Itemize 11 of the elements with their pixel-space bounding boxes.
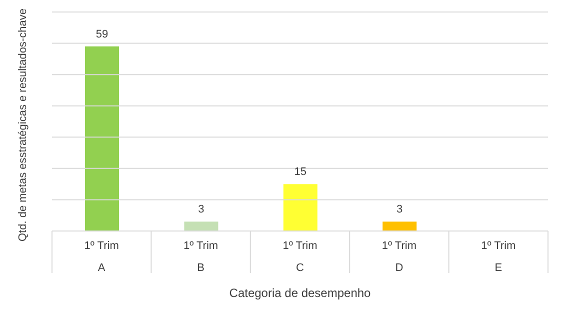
x-tick-label: 1º Trim C <box>282 240 318 274</box>
y-axis-title: Qtd. de metas esstratégicas e resultados-chave <box>16 8 29 242</box>
x-tick-label: 1º Trim A <box>84 240 119 274</box>
x-tick-label: 1º Trim D <box>382 240 416 274</box>
data-label: 15 <box>294 166 307 178</box>
data-label: 3 <box>396 204 403 216</box>
x-axis-title: Categoria de desempenho <box>229 286 372 300</box>
data-label: 3 <box>198 204 204 216</box>
x-tick-label: 1º Trim E <box>481 240 516 274</box>
x-tick-label: 1º Trim B <box>184 240 218 274</box>
data-label: 59 <box>96 28 108 40</box>
